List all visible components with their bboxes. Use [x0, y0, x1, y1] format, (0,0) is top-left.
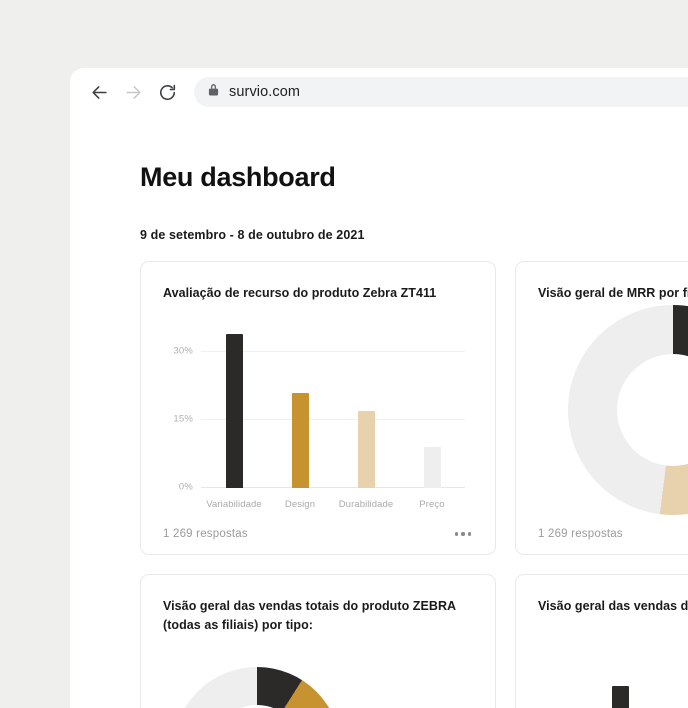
bar-column[interactable] — [333, 321, 399, 488]
donut-chart-wrap: AR27-33 EP309 ZT411 — [163, 635, 473, 708]
card-mrr-overview: Visão geral de MRR por filiais e 1 269 r… — [515, 261, 688, 555]
browser-window: survio.com Meu dashboard 9 de setembro -… — [70, 68, 688, 708]
card-title: Visão geral das vendas do ZEB individual… — [538, 597, 688, 616]
bar-series — [576, 634, 688, 708]
x-axis-labels: Variabilidade Design Durabilidade Preço — [201, 499, 465, 510]
dashboard-page: Meu dashboard 9 de setembro - 8 de outub… — [70, 162, 688, 708]
donut-chart-sales[interactable] — [173, 667, 341, 708]
forward-button[interactable] — [116, 75, 150, 109]
y-tick-label: 30% — [173, 346, 193, 357]
card-footer: 1 269 respostas — [538, 514, 688, 554]
bar-chart: 30% — [538, 634, 688, 708]
bar-chart-plot: 30% 15% 0% — [201, 321, 465, 488]
card-title: Visão geral de MRR por filiais e — [538, 284, 688, 303]
bar-chart-plot: 30% — [576, 634, 688, 708]
bar-column[interactable] — [201, 321, 267, 488]
browser-toolbar: survio.com — [70, 68, 688, 116]
date-range: 9 de setembro - 8 de outubro de 2021 — [140, 228, 688, 242]
back-button[interactable] — [82, 75, 116, 109]
donut-chart-wrap — [538, 303, 688, 514]
bar-durabilidade[interactable] — [358, 411, 375, 488]
bar-series — [201, 321, 465, 488]
reload-icon — [158, 83, 177, 102]
bar-column[interactable] — [399, 321, 465, 488]
arrow-left-icon — [90, 83, 109, 102]
bar-column — [664, 634, 688, 708]
card-chart-area: 30% 15% 0% — [163, 303, 473, 514]
address-bar[interactable]: survio.com — [194, 77, 688, 107]
bar-column[interactable] — [267, 321, 333, 488]
reload-button[interactable] — [150, 75, 184, 109]
lock-icon — [208, 83, 219, 101]
card-chart-area — [538, 303, 688, 514]
x-tick-label: Design — [267, 499, 333, 510]
card-title: Avaliação de recurso do produto Zebra ZT… — [163, 284, 473, 303]
bar-design[interactable] — [292, 393, 309, 488]
card-feature-rating: Avaliação de recurso do produto Zebra ZT… — [140, 261, 496, 555]
bar-preco[interactable] — [424, 447, 441, 488]
cards-grid: Avaliação de recurso do produto Zebra ZT… — [140, 261, 688, 708]
arrow-right-icon — [124, 83, 143, 102]
page-title: Meu dashboard — [140, 162, 688, 193]
responses-count: 1 269 respostas — [538, 528, 623, 540]
responses-count: 1 269 respostas — [163, 528, 248, 540]
card-footer: 1 269 respostas — [163, 514, 473, 554]
y-tick-label: 15% — [173, 414, 193, 425]
card-title: Visão geral das vendas totais do produto… — [163, 597, 473, 635]
donut-chart-mrr[interactable] — [568, 305, 688, 515]
card-chart-area: AR27-33 EP309 ZT411 — [163, 635, 473, 708]
url-text: survio.com — [229, 84, 300, 100]
x-tick-label: Variabilidade — [201, 499, 267, 510]
x-tick-label: Preço — [399, 499, 465, 510]
bar-chart: 30% 15% 0% — [163, 321, 473, 514]
bar-variabilidade[interactable] — [226, 334, 243, 488]
card-chart-area: 30% — [538, 616, 688, 708]
card-menu-button[interactable] — [453, 526, 474, 542]
bar-individual[interactable] — [612, 686, 629, 708]
x-tick-label: Durabilidade — [333, 499, 399, 510]
bar-column[interactable] — [576, 634, 664, 708]
y-tick-label: 0% — [179, 482, 193, 493]
